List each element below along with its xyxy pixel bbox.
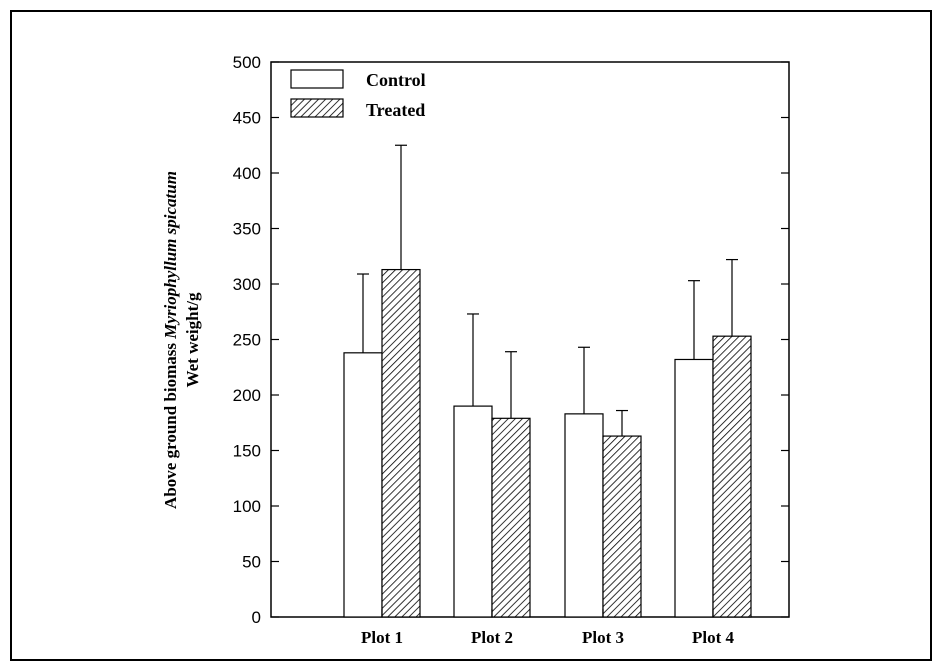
bar-control-4 — [674, 358, 714, 618]
legend: Control Treated — [290, 69, 426, 120]
y-axis-label-line1: Above ground biomass Myriophyllum spicat… — [161, 171, 180, 509]
bars-group — [343, 144, 752, 618]
y-tick-label: 100 — [233, 497, 261, 516]
bar-treated-2 — [491, 417, 531, 618]
x-tick-label: Plot 4 — [692, 628, 735, 647]
y-tick-label: 500 — [233, 53, 261, 72]
x-tick-label: Plot 3 — [582, 628, 624, 647]
bar-control-1 — [343, 352, 383, 618]
y-tick-label: 400 — [233, 164, 261, 183]
y-tick-label: 200 — [233, 386, 261, 405]
legend-label-treated: Treated — [366, 100, 425, 120]
bar-treated-3 — [602, 435, 642, 618]
bar-treated-4 — [712, 335, 752, 618]
y-tick-label: 150 — [233, 442, 261, 461]
y-tick-label: 450 — [233, 109, 261, 128]
x-tick-label: Plot 1 — [361, 628, 403, 647]
y-tick-label: 250 — [233, 331, 261, 350]
y-axis: 0 50 100 150 200 250 300 350 400 450 500 — [233, 53, 789, 627]
bar-control-3 — [564, 413, 604, 618]
legend-swatch-treated — [290, 98, 344, 118]
y-tick-label: 350 — [233, 220, 261, 239]
y-tick-label: 0 — [252, 608, 261, 627]
x-axis: Plot 1 Plot 2 Plot 3 Plot 4 — [361, 609, 735, 647]
y-tick-label: 300 — [233, 275, 261, 294]
y-axis-label-line2: Wet weight/g — [183, 292, 202, 387]
bar-treated-1 — [381, 268, 421, 618]
bar-control-2 — [453, 405, 493, 618]
legend-swatch-control — [290, 69, 344, 89]
y-axis-label: Above ground biomass Myriophyllum spicat… — [161, 171, 202, 509]
y-tick-label: 50 — [242, 553, 261, 572]
legend-label-control: Control — [366, 70, 426, 90]
x-tick-label: Plot 2 — [471, 628, 513, 647]
